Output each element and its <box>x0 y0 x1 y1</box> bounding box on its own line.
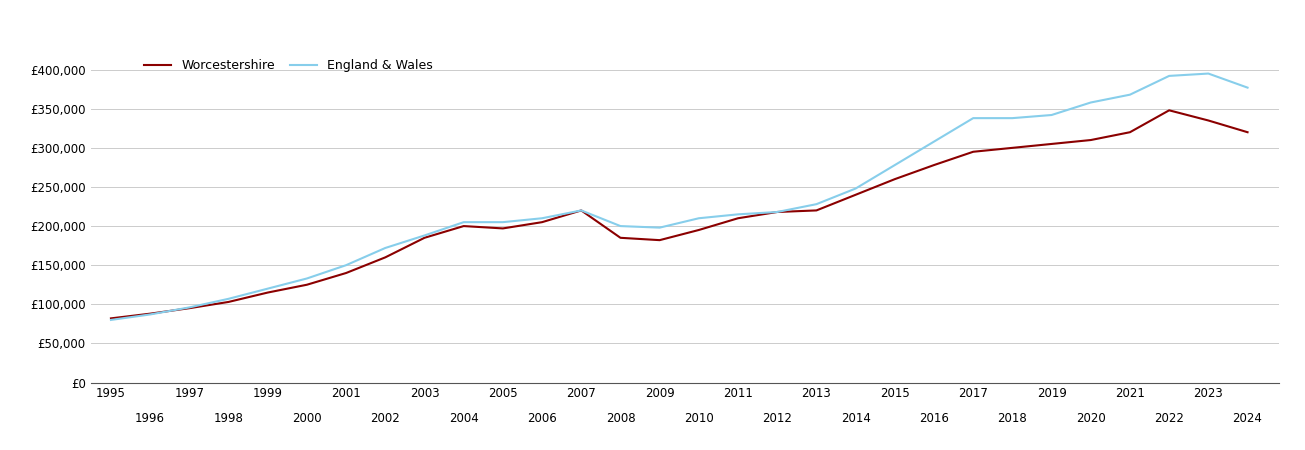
Legend: Worcestershire, England & Wales: Worcestershire, England & Wales <box>138 54 438 77</box>
Worcestershire <box>651 238 667 243</box>
England & Wales <box>142 312 158 317</box>
Worcestershire <box>103 315 119 321</box>
Worcestershire <box>1005 145 1021 151</box>
Worcestershire <box>1044 141 1060 147</box>
England & Wales <box>221 296 236 302</box>
Worcestershire <box>181 306 197 311</box>
England & Wales <box>495 220 510 225</box>
England & Wales <box>103 317 119 323</box>
Worcestershire <box>809 208 825 213</box>
England & Wales <box>1240 85 1255 90</box>
England & Wales <box>1122 92 1138 97</box>
Worcestershire <box>495 226 510 231</box>
Worcestershire <box>142 311 158 316</box>
Worcestershire <box>534 220 549 225</box>
England & Wales <box>966 116 981 121</box>
Worcestershire <box>770 209 786 215</box>
England & Wales <box>692 216 707 221</box>
England & Wales <box>573 208 589 213</box>
England & Wales <box>416 233 432 238</box>
England & Wales <box>809 202 825 207</box>
England & Wales <box>1083 100 1099 105</box>
Worcestershire <box>731 216 746 221</box>
Worcestershire <box>927 162 942 168</box>
Line: Worcestershire: Worcestershire <box>111 110 1248 318</box>
England & Wales <box>927 139 942 144</box>
Worcestershire <box>221 299 236 305</box>
England & Wales <box>455 220 471 225</box>
England & Wales <box>377 245 393 251</box>
Worcestershire <box>692 227 707 233</box>
England & Wales <box>299 276 315 281</box>
Worcestershire <box>1161 108 1177 113</box>
England & Wales <box>1005 116 1021 121</box>
Worcestershire <box>966 149 981 154</box>
England & Wales <box>338 262 354 268</box>
Worcestershire <box>299 282 315 288</box>
Line: England & Wales: England & Wales <box>111 73 1248 320</box>
Worcestershire <box>260 290 275 295</box>
Worcestershire <box>338 270 354 276</box>
Worcestershire <box>848 192 864 198</box>
England & Wales <box>848 186 864 191</box>
England & Wales <box>651 225 667 230</box>
England & Wales <box>1201 71 1216 76</box>
England & Wales <box>887 162 903 168</box>
Worcestershire <box>1240 130 1255 135</box>
Worcestershire <box>887 176 903 182</box>
England & Wales <box>534 216 549 221</box>
Worcestershire <box>455 223 471 229</box>
England & Wales <box>1044 112 1060 118</box>
England & Wales <box>770 209 786 215</box>
Worcestershire <box>416 235 432 240</box>
England & Wales <box>612 223 628 229</box>
England & Wales <box>260 286 275 291</box>
Worcestershire <box>612 235 628 240</box>
England & Wales <box>1161 73 1177 79</box>
England & Wales <box>731 212 746 217</box>
England & Wales <box>181 305 197 310</box>
Worcestershire <box>377 255 393 260</box>
Worcestershire <box>573 208 589 213</box>
Worcestershire <box>1201 118 1216 123</box>
Worcestershire <box>1083 137 1099 143</box>
Worcestershire <box>1122 130 1138 135</box>
